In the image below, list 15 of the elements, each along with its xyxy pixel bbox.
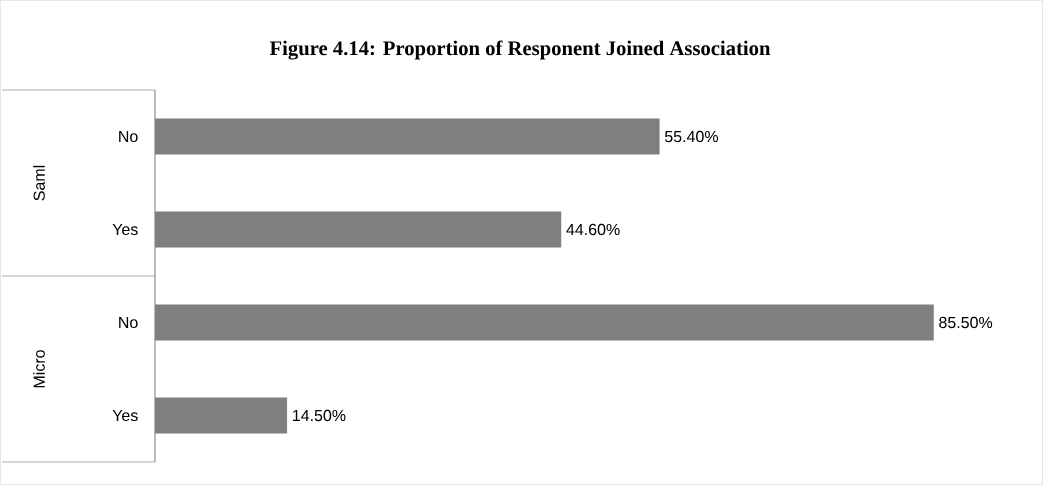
data-label: 85.50%	[939, 316, 993, 329]
bar	[155, 304, 934, 341]
chart-title: Figure 4.14: Proportion of Responent Joined Association	[269, 40, 771, 60]
data-label: 14.50%	[293, 409, 346, 422]
data-label: 55.40%	[664, 130, 718, 143]
text: Micro	[33, 350, 45, 388]
bar	[155, 118, 660, 155]
y-tick-label: Yes	[112, 223, 138, 236]
text: Saml	[33, 165, 45, 201]
y-tick-label: No	[119, 130, 138, 143]
data-label: 44.60%	[566, 223, 620, 236]
y-tick-label: Yes	[112, 409, 138, 422]
bar	[155, 397, 288, 434]
bar	[155, 211, 562, 248]
y-tick-label: No	[119, 316, 138, 329]
